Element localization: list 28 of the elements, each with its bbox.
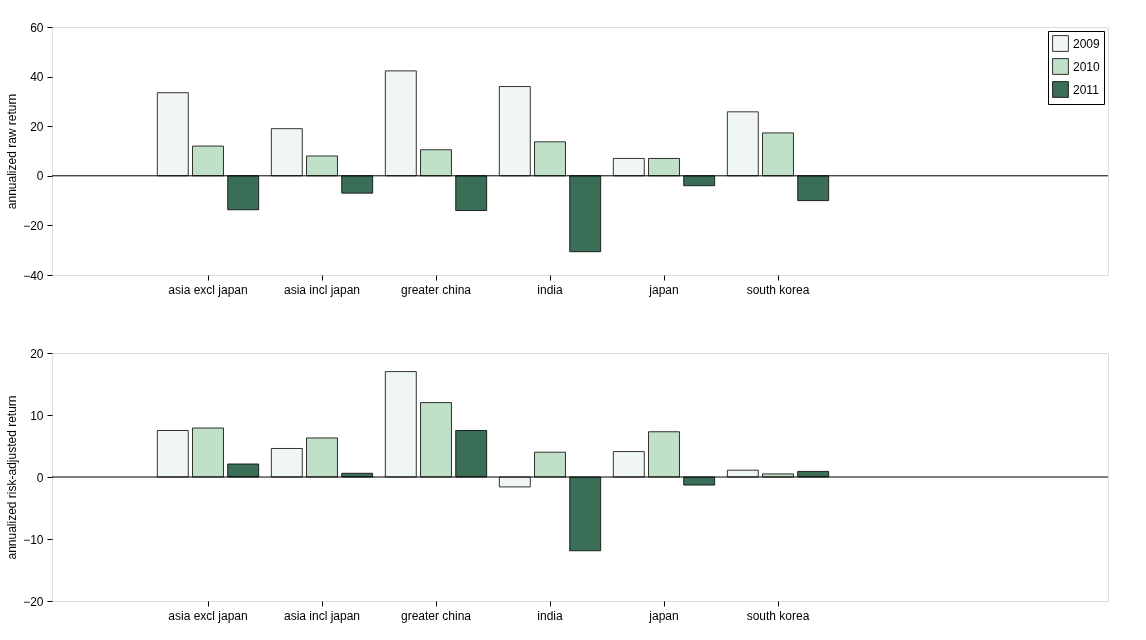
y-tick-label: 40 <box>30 70 44 85</box>
y-tick-label: 60 <box>30 20 44 35</box>
x-tick-label: asia incl japan <box>283 282 361 297</box>
x-tick-label: india <box>537 608 563 623</box>
y-tick-label: 10 <box>30 408 44 423</box>
y-tick-label: 20 <box>30 346 44 361</box>
x-tick-label: south korea <box>746 282 810 297</box>
legend-label: 2010 <box>1073 59 1101 74</box>
y-tick-label: −20 <box>23 594 44 609</box>
y-tick-label: 20 <box>30 119 44 134</box>
y-tick-label: −20 <box>23 218 44 233</box>
x-tick-label: japan <box>648 282 679 297</box>
y-tick-label: −10 <box>23 532 44 547</box>
x-tick-label: greater china <box>400 608 472 623</box>
legend-label: 2009 <box>1073 36 1101 51</box>
x-tick-label: south korea <box>746 608 810 623</box>
y-axis-title: annualized risk-adjusted return <box>5 395 20 560</box>
y-axis-title: annualized raw return <box>5 93 20 210</box>
y-tick-label: 0 <box>36 470 44 485</box>
x-tick-label: greater china <box>400 282 472 297</box>
legend-label: 2011 <box>1073 82 1100 97</box>
y-tick-label: 0 <box>36 169 44 184</box>
x-tick-label: india <box>537 282 563 297</box>
x-tick-label: asia excl japan <box>168 282 248 297</box>
x-tick-label: asia excl japan <box>168 608 248 623</box>
x-tick-label: asia incl japan <box>283 608 361 623</box>
x-tick-label: japan <box>648 608 679 623</box>
y-tick-label: −40 <box>23 268 44 283</box>
